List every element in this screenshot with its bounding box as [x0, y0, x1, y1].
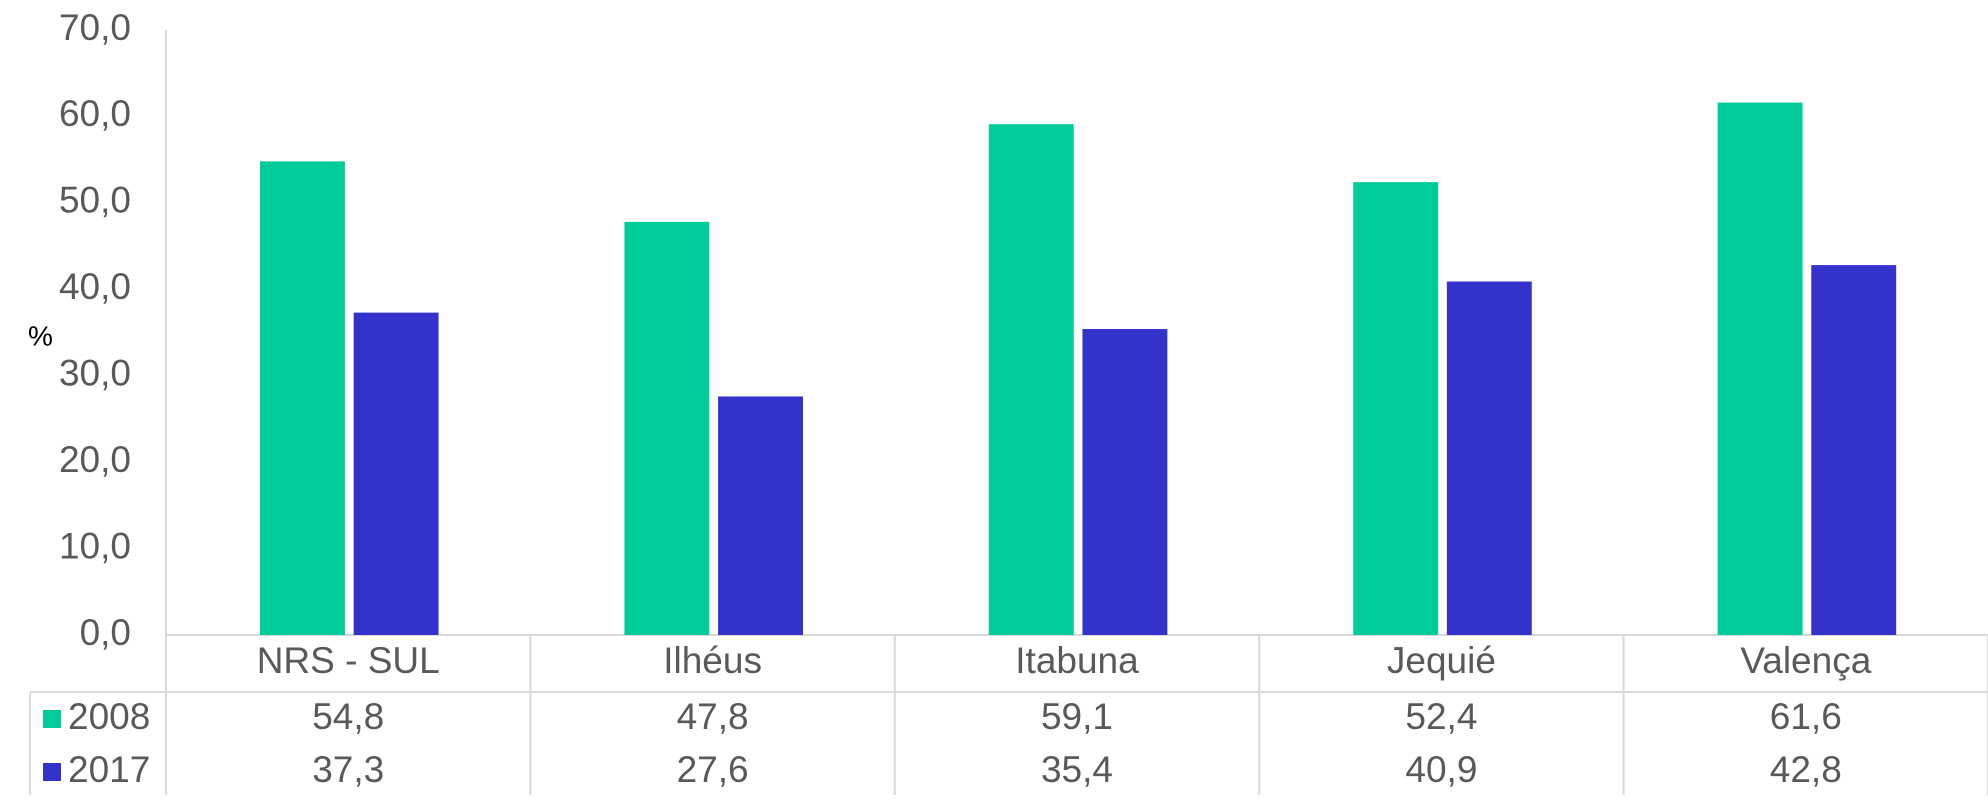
y-tick-label: 10,0	[59, 525, 131, 566]
table-value: 37,3	[312, 749, 384, 790]
bar	[1353, 182, 1439, 635]
table-value: 54,8	[312, 696, 384, 737]
x-tick-label: Jequié	[1387, 640, 1496, 681]
x-tick-label: Itabuna	[1015, 640, 1139, 681]
table-value: 42,8	[1770, 749, 1842, 790]
bar	[1717, 102, 1803, 636]
table-value: 52,4	[1405, 696, 1477, 737]
bar	[1811, 265, 1897, 635]
legend-label: 2008	[68, 696, 150, 737]
bar	[260, 161, 345, 635]
y-tick-label: 30,0	[59, 352, 131, 393]
bar	[988, 124, 1074, 635]
x-tick-label: NRS - SUL	[257, 640, 440, 681]
y-tick-label: 0,0	[80, 612, 131, 653]
x-tick-label: Valença	[1740, 640, 1871, 681]
bar	[624, 221, 710, 635]
y-tick-label: 40,0	[59, 266, 131, 307]
y-tick-label: 20,0	[59, 439, 131, 480]
y-tick-label: 70,0	[59, 7, 131, 48]
legend-label: 2017	[68, 749, 150, 790]
bar	[1082, 329, 1168, 635]
legend-key	[43, 763, 61, 781]
legend-key	[43, 710, 61, 728]
y-tick-label: 50,0	[59, 180, 131, 221]
bar	[1446, 281, 1532, 635]
x-tick-label: Ilhéus	[663, 640, 762, 681]
table-value: 61,6	[1770, 696, 1842, 737]
bar	[353, 312, 439, 635]
table-value: 27,6	[677, 749, 749, 790]
bar	[718, 396, 803, 635]
table-value: 35,4	[1041, 749, 1113, 790]
table-value: 59,1	[1041, 696, 1113, 737]
table-value: 47,8	[677, 696, 749, 737]
y-tick-label: 60,0	[59, 93, 131, 134]
y-axis-label: %	[28, 320, 53, 351]
table-value: 40,9	[1405, 749, 1477, 790]
